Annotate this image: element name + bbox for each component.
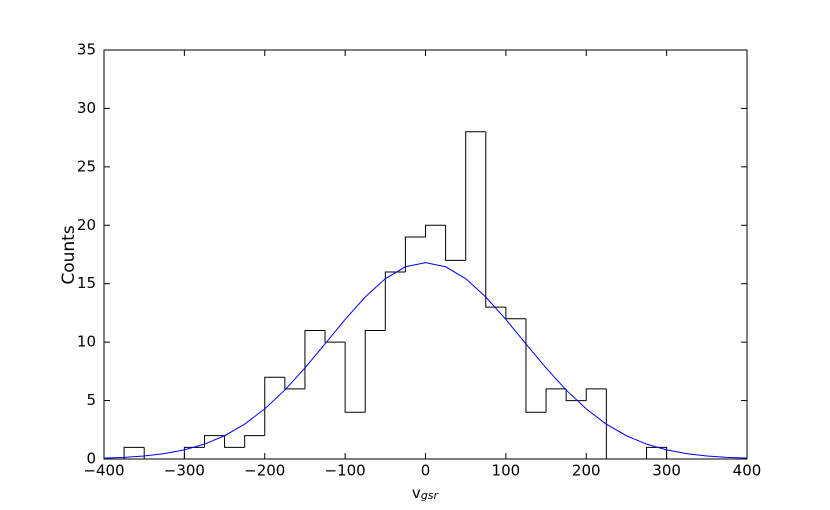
y-tick-label: 25	[77, 157, 96, 175]
histogram-bar	[445, 225, 466, 261]
y-tick-label: 5	[86, 391, 96, 409]
histogram-bar	[605, 388, 627, 460]
histogram-bar	[364, 329, 386, 413]
y-axis-label: Counts	[59, 225, 79, 284]
histogram-bar	[264, 376, 285, 436]
histogram-bar	[505, 307, 526, 320]
histogram-bar	[585, 388, 607, 401]
x-tick-label: −100	[325, 462, 366, 480]
x-tick-label: −200	[244, 462, 285, 480]
histogram-bar	[203, 435, 225, 448]
histogram-bar	[183, 446, 205, 459]
histogram-bar	[465, 131, 486, 261]
histogram-bar	[545, 388, 567, 413]
x-tick-label: 400	[733, 462, 762, 480]
histogram-bar	[304, 329, 326, 389]
y-tick-label: 20	[77, 216, 96, 234]
x-tick-label: −400	[83, 462, 124, 480]
x-tick-label: −300	[164, 462, 205, 480]
histogram-bar	[485, 131, 506, 308]
histogram-bar	[565, 388, 587, 402]
y-tick-label: 30	[77, 99, 96, 117]
histogram-bar	[224, 435, 245, 448]
histogram-bar	[384, 271, 406, 331]
x-tick-label: 100	[492, 462, 521, 480]
fit-curve	[103, 262, 748, 459]
x-axis-label: vgsr	[412, 484, 440, 503]
histogram-bar	[123, 446, 145, 459]
histogram-bar	[404, 236, 426, 273]
histogram-bar	[324, 330, 346, 343]
x-tick-label: 300	[652, 462, 681, 480]
y-tick-label: 10	[77, 333, 96, 351]
y-tick-label: 35	[77, 41, 96, 59]
histogram-bar	[425, 224, 446, 237]
x-label-subscript: gsr	[421, 489, 440, 502]
x-tick-label: 0	[421, 462, 431, 480]
histogram-bar	[284, 377, 305, 390]
histogram-bar	[143, 447, 165, 460]
histogram-bar	[344, 342, 366, 413]
y-tick-label: 15	[77, 274, 96, 292]
plot-frame	[103, 49, 748, 460]
histogram-bar	[244, 435, 265, 448]
y-tick-label: 0	[86, 450, 96, 468]
x-label-main: v	[412, 484, 421, 502]
x-tick-label: 200	[572, 462, 601, 480]
histogram-bar	[525, 318, 547, 413]
